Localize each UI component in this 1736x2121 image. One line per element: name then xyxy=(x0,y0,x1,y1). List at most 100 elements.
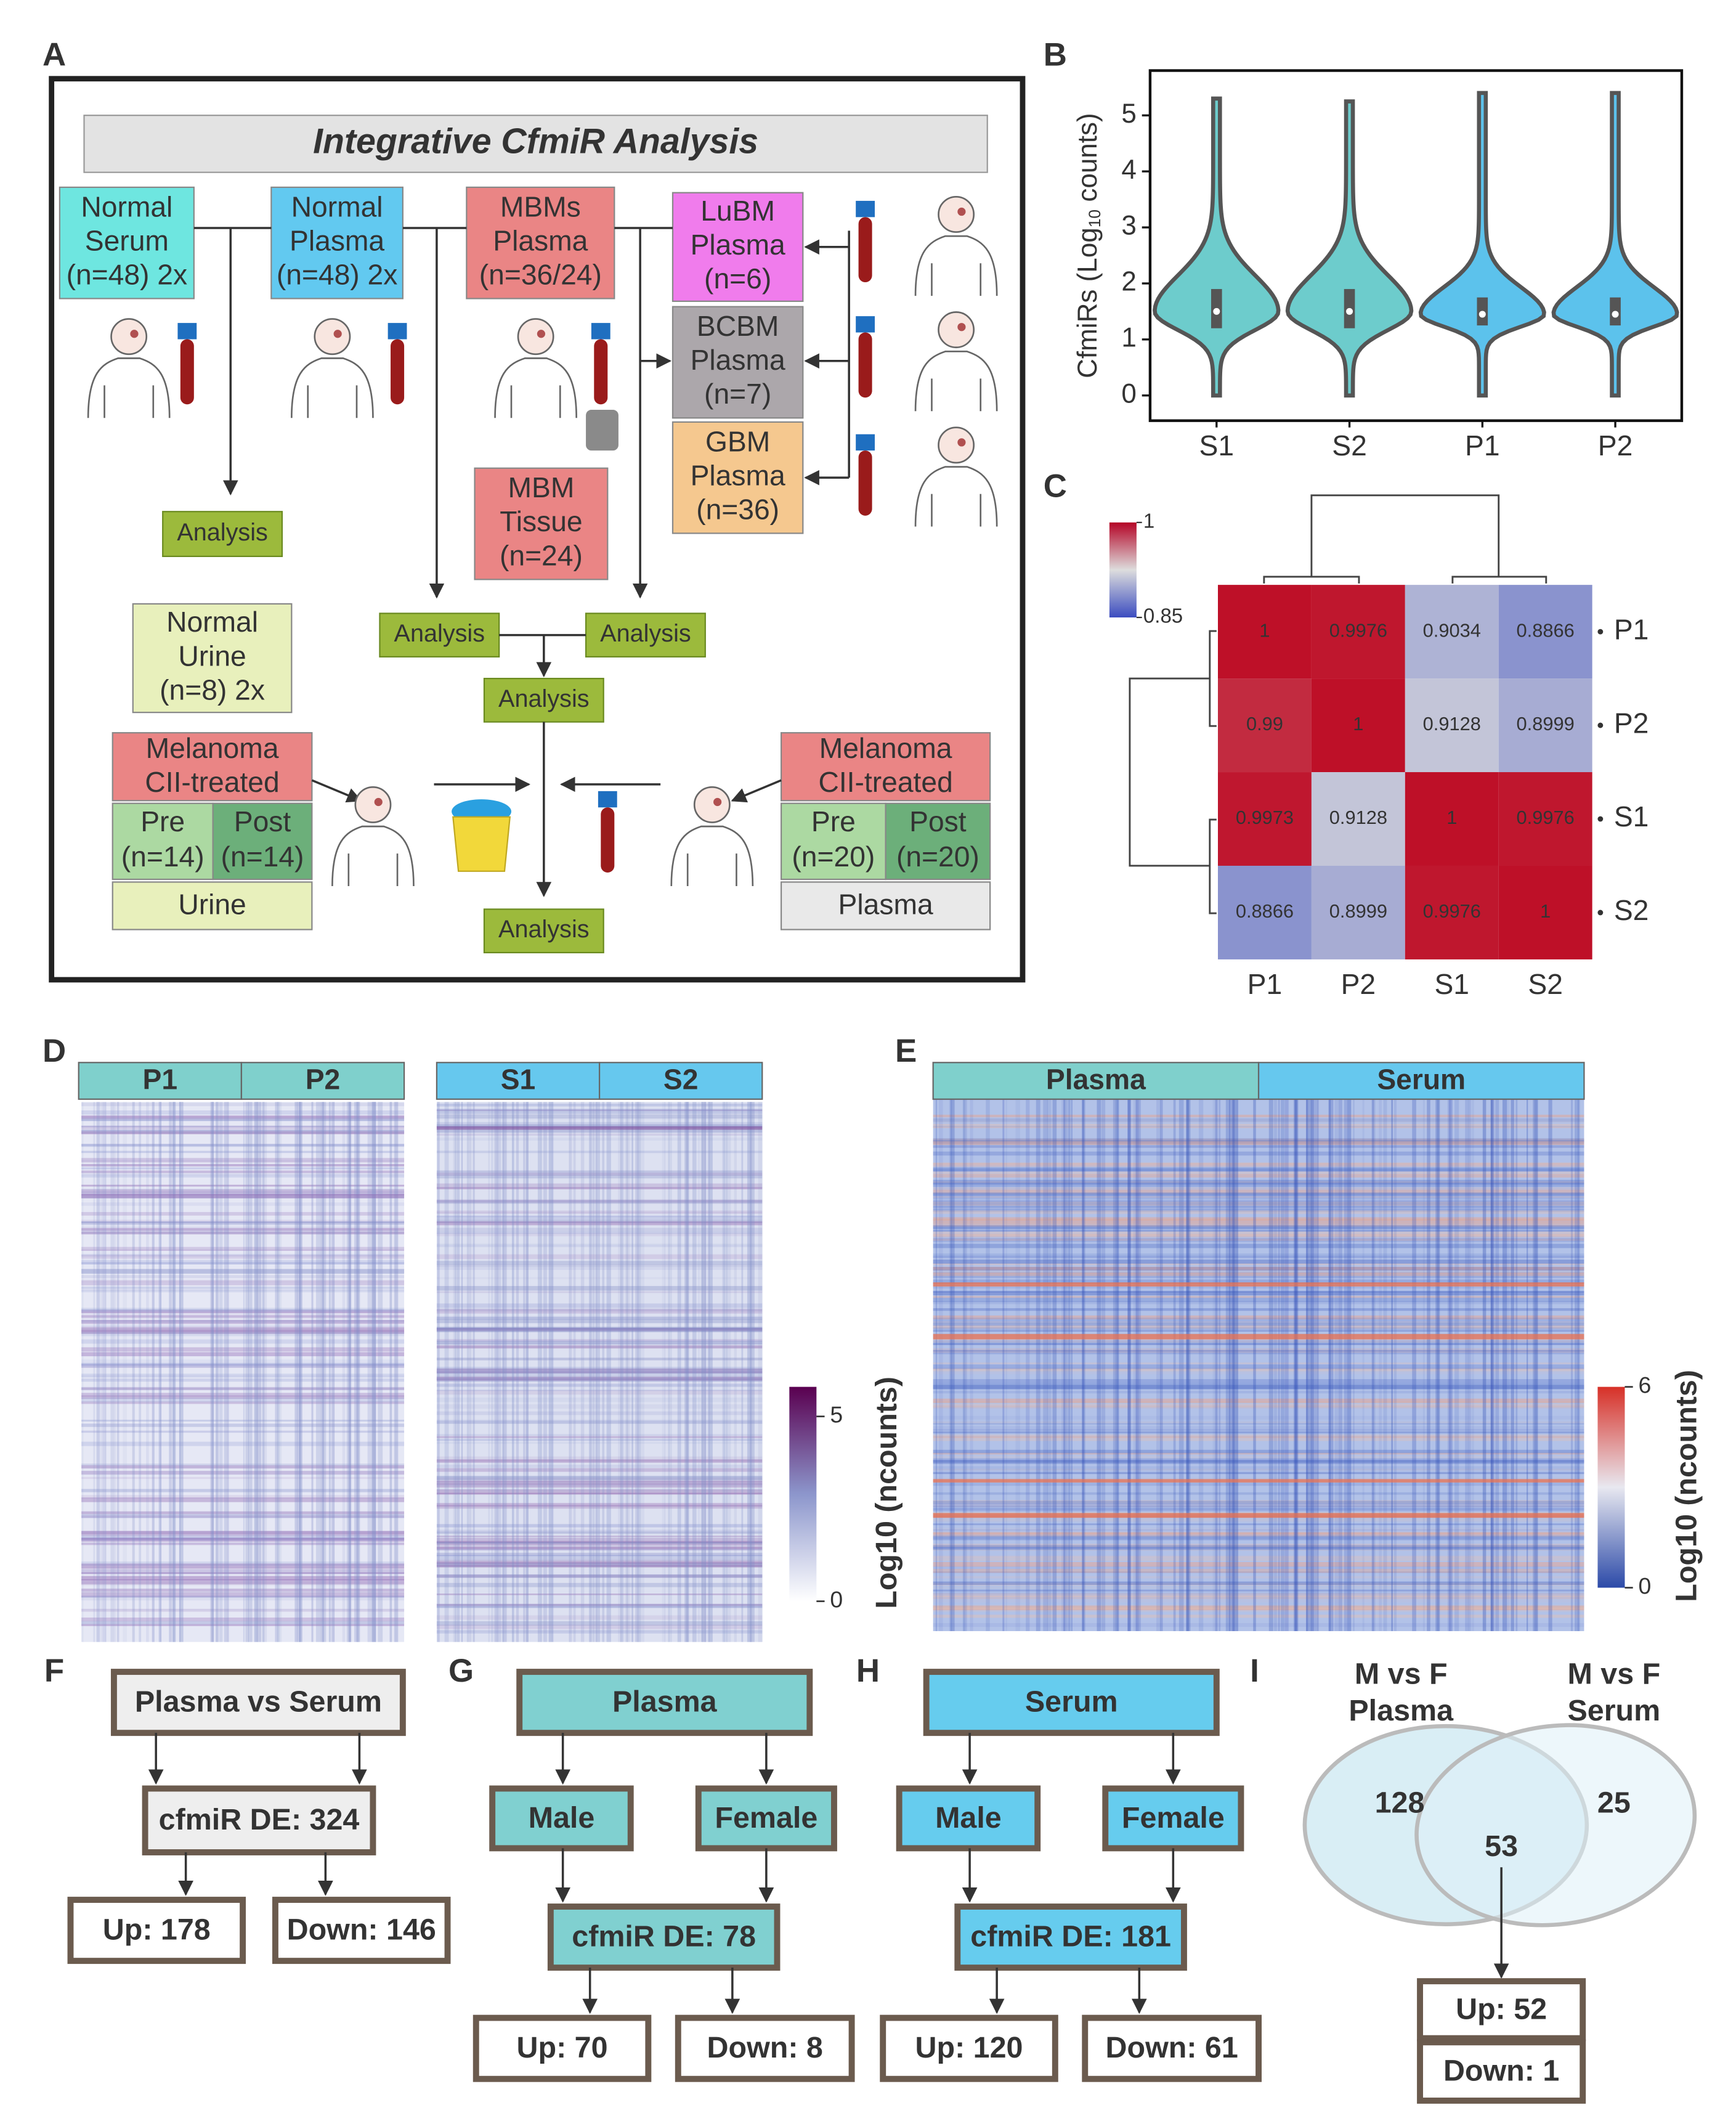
heatmap-column xyxy=(686,1102,689,1642)
heatmap-row xyxy=(933,1528,1584,1531)
header-label: P1 xyxy=(143,1063,178,1095)
heatmap-row xyxy=(436,1328,763,1331)
heatmap-row xyxy=(436,1345,763,1349)
sample-box xyxy=(671,421,804,534)
heatmap-texture xyxy=(81,1102,405,1642)
heatmap-row xyxy=(933,1479,1584,1483)
heatmap-row xyxy=(81,1531,405,1534)
heatmap-column xyxy=(1284,1099,1289,1632)
heatmap-row xyxy=(436,1390,763,1395)
heatmap-column xyxy=(1507,1099,1510,1632)
heatmap-row xyxy=(933,1162,1584,1166)
heatmap-row xyxy=(436,1173,763,1176)
heatmap-column xyxy=(677,1102,681,1642)
heatmap-cell xyxy=(1498,772,1592,866)
person-head xyxy=(938,195,975,233)
violin-median xyxy=(1213,307,1220,315)
flow-box xyxy=(1082,2014,1262,2082)
heatmap-row xyxy=(81,1511,405,1515)
heatmap-row xyxy=(933,1324,1584,1329)
flow-text: cfmiR DE: 78 xyxy=(572,1920,756,1953)
heatmap-row xyxy=(933,1269,1584,1274)
tube-body xyxy=(858,332,872,398)
heatmap-row xyxy=(81,1542,405,1545)
heatmap-row xyxy=(933,1372,1584,1375)
heatmap-row xyxy=(436,1420,763,1424)
y-tick-label: 4 xyxy=(1121,155,1136,185)
heatmap-column xyxy=(1043,1099,1048,1632)
heatmap-base xyxy=(933,1099,1584,1632)
heatmap-row xyxy=(81,1314,405,1319)
heatmap-row xyxy=(933,1266,1584,1270)
heatmap-row xyxy=(933,1398,1584,1403)
heatmap-row xyxy=(81,1172,405,1176)
heatmap-column xyxy=(589,1102,591,1642)
heatmap-row xyxy=(933,1144,1584,1147)
heatmap-row xyxy=(933,1118,1584,1123)
heatmap-column xyxy=(1347,1099,1352,1632)
heatmap-row xyxy=(933,1569,1584,1573)
heatmap-row xyxy=(436,1615,763,1620)
heatmap-row xyxy=(933,1607,1584,1612)
flow-text: Down: 61 xyxy=(1106,2031,1238,2064)
heatmap-column xyxy=(1068,1099,1071,1632)
heatmap-column xyxy=(734,1102,737,1642)
tube-body xyxy=(858,217,872,283)
heatmap-column xyxy=(299,1102,302,1642)
sample-box xyxy=(671,192,804,302)
heatmap-row xyxy=(933,1431,1584,1434)
heatmap-column xyxy=(1471,1099,1474,1632)
heatmap-row xyxy=(436,1562,763,1567)
heatmap-row xyxy=(436,1546,763,1549)
heatmap-column xyxy=(328,1102,331,1642)
heatmap-row xyxy=(933,1503,1584,1507)
heatmap-row xyxy=(436,1211,763,1214)
heatmap-row xyxy=(81,1320,405,1324)
heatmap-row xyxy=(81,1579,405,1584)
heatmap-column xyxy=(700,1102,704,1642)
heatmap-column xyxy=(331,1102,335,1642)
heatmap-column xyxy=(1002,1099,1005,1632)
heatmap-row xyxy=(933,1268,1584,1271)
heatmap-column xyxy=(215,1102,219,1642)
heatmap-row xyxy=(933,1452,1584,1455)
heatmap-row xyxy=(436,1183,763,1189)
heatmap-row xyxy=(436,1174,763,1179)
y-axis-label-sub: 10 xyxy=(1085,210,1104,227)
heatmap-row xyxy=(933,1403,1584,1407)
box-text: Plasma xyxy=(691,344,785,376)
heatmap-row xyxy=(436,1372,763,1376)
heatmap-column xyxy=(100,1102,103,1642)
flow-text: Plasma xyxy=(612,1685,718,1719)
heatmap-row xyxy=(436,1118,763,1120)
heatmap-row xyxy=(436,1574,763,1578)
heatmap-column xyxy=(1308,1099,1312,1632)
heatmap-row xyxy=(436,1227,763,1232)
heatmap-row xyxy=(436,1221,763,1226)
colorbar-label: 0 xyxy=(830,1586,843,1612)
heatmap-row xyxy=(933,1234,1584,1238)
cell-label: 0.9128 xyxy=(1329,807,1387,828)
heatmap-row xyxy=(81,1608,405,1611)
box-text: GBM xyxy=(705,425,770,457)
heatmap-row xyxy=(436,1574,763,1578)
heatmap-column xyxy=(1393,1099,1397,1632)
flow-text: Down: 8 xyxy=(707,2031,823,2064)
tumor-spot xyxy=(957,438,966,447)
heatmap-row xyxy=(933,1201,1584,1206)
heatmap-column xyxy=(663,1102,667,1642)
heatmap-column xyxy=(1412,1099,1416,1632)
heatmap-column xyxy=(1082,1099,1084,1632)
heatmap-row xyxy=(81,1227,405,1231)
heatmap-column xyxy=(1371,1099,1374,1632)
person-icon xyxy=(291,318,374,418)
heatmap-row xyxy=(436,1464,763,1468)
heatmap-column xyxy=(494,1102,499,1642)
y-tick-label: 0 xyxy=(1121,378,1136,409)
heatmap-column xyxy=(488,1102,490,1642)
heatmap-row xyxy=(933,1466,1584,1471)
heatmap-column xyxy=(174,1102,176,1642)
heatmap-row xyxy=(436,1277,763,1279)
venn-count: 53 xyxy=(1485,1830,1518,1863)
